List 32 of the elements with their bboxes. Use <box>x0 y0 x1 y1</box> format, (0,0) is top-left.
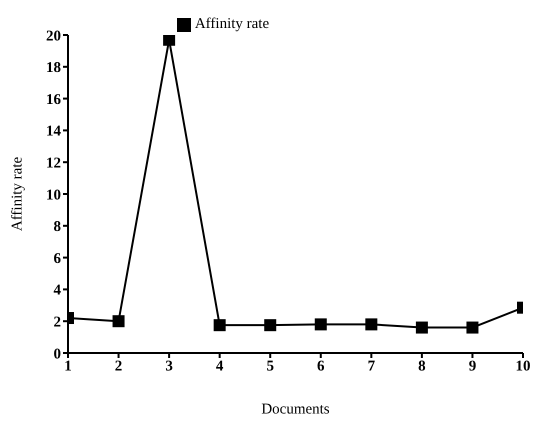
point <box>314 318 327 330</box>
x-tick-label: 5 <box>266 358 274 375</box>
y-tick-label: 10 <box>46 187 61 204</box>
point <box>416 322 428 334</box>
x-tick-label: 8 <box>418 358 426 375</box>
x-tick-label: 2 <box>114 358 122 375</box>
x-tick-label: 9 <box>468 358 476 375</box>
legend-label: Affinity rate <box>194 16 270 32</box>
x-tick-label: 7 <box>368 358 376 375</box>
point <box>112 315 125 328</box>
y-tick-label: 0 <box>54 346 61 362</box>
point <box>214 319 226 332</box>
x-tick-label: 4 <box>216 358 224 375</box>
y-tick-label: 16 <box>46 92 62 108</box>
x-tick-label: 3 <box>165 358 173 375</box>
x-tick-label: 6 <box>317 358 326 375</box>
y-tick-label: 4 <box>54 282 62 299</box>
point <box>466 322 478 334</box>
point <box>365 318 378 330</box>
y-tick-label: 12 <box>46 156 61 172</box>
point <box>264 319 276 332</box>
x-axis-title: Documents <box>261 402 330 418</box>
point <box>163 35 176 46</box>
y-axis-title: Affinity rate <box>9 156 26 232</box>
y-tick-label: 8 <box>54 219 61 236</box>
x-tick-label: 1 <box>64 358 72 375</box>
y-tick-label: 20 <box>46 28 61 44</box>
y-tick-label: 18 <box>46 60 61 76</box>
x-tick-label: 10 <box>516 358 530 375</box>
y-tick-label: 2 <box>54 314 61 331</box>
y-tick-label: 6 <box>54 250 62 267</box>
y-tick-label: 14 <box>46 124 62 140</box>
